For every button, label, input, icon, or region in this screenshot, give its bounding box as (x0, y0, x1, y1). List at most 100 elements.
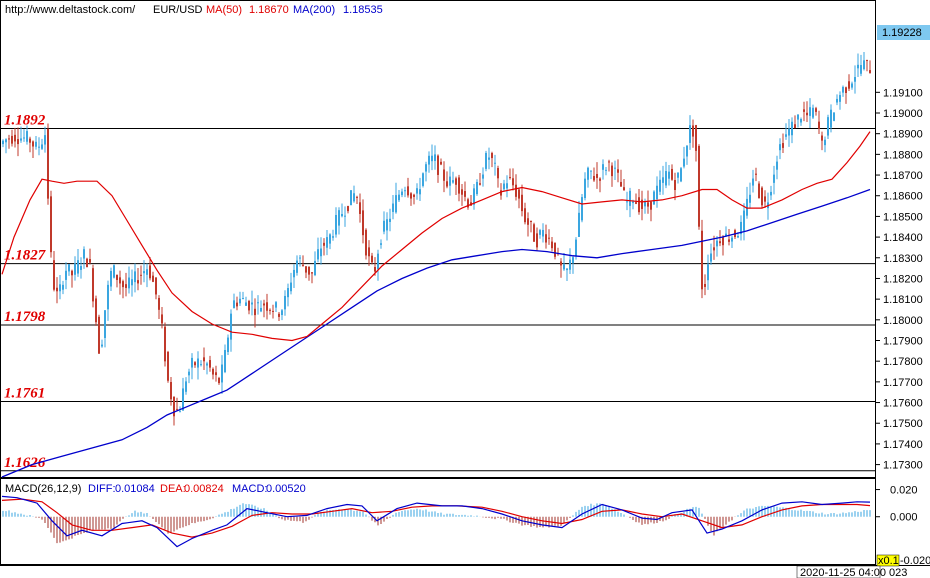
candle-body (11, 135, 13, 144)
horizontal-levels: 1.1892 1.1827 1.1798 1.1761 1.1626 (0, 113, 876, 472)
macd-hist-value: 0.00520 (266, 483, 306, 495)
candle-body (710, 253, 712, 262)
candle-body (335, 214, 337, 235)
candle-body (383, 220, 385, 232)
candle-body (182, 388, 184, 411)
time-label-box (796, 565, 881, 578)
candle-body (599, 178, 601, 181)
candle-body (47, 128, 49, 199)
candle-body (506, 183, 508, 189)
price-tick-label: 1.18600 (883, 191, 923, 203)
candle-body (500, 190, 502, 196)
candle-body (617, 169, 619, 173)
candle-body (113, 265, 115, 278)
candle-body (14, 134, 16, 142)
candle-body (269, 309, 271, 311)
candle-body (41, 144, 43, 149)
candle-body (671, 168, 673, 180)
candle-body (83, 249, 85, 259)
price-tick-label: 1.18200 (883, 273, 923, 285)
candle-body (542, 229, 544, 237)
candle-body (479, 183, 481, 185)
candle-body (836, 98, 838, 103)
candle-body (674, 180, 676, 191)
price-tick-label: 1.18500 (883, 211, 923, 223)
candle-body (680, 168, 682, 182)
candle-body (17, 139, 19, 145)
level-label: 1.1827 (4, 248, 46, 264)
candle-body (551, 241, 553, 249)
candle-body (29, 138, 31, 143)
candle-body (482, 174, 484, 179)
candle-body (101, 344, 103, 347)
macd-scale-box[interactable] (876, 554, 900, 567)
ma50-label: MA(50) (206, 4, 242, 16)
price-tick-label: 1.19100 (883, 87, 923, 99)
candle-body (758, 183, 760, 199)
price-tick-label: 1.17900 (883, 336, 923, 348)
candle-body (632, 201, 634, 203)
macd-diff-line (1, 495, 871, 548)
candle-body (659, 179, 661, 192)
candle-body (521, 194, 523, 212)
macd-dea-value: 0.00824 (184, 483, 224, 495)
candle-body (827, 117, 829, 136)
macd-panel-frame (0, 478, 876, 565)
candle-body (554, 242, 556, 257)
candle-body (563, 264, 565, 270)
candle-body (56, 287, 58, 292)
candle-body (509, 177, 511, 179)
candle-body (839, 95, 841, 102)
candle-body (503, 183, 505, 190)
ma200-line (1, 188, 871, 478)
candle-body (776, 161, 778, 170)
candle-body (191, 357, 193, 368)
candle-body (86, 258, 88, 268)
candle-body (320, 248, 322, 257)
candle-body (38, 146, 40, 148)
candle-body (743, 210, 745, 231)
candle-body (584, 178, 586, 199)
candle-body (26, 131, 28, 142)
candle-body (44, 135, 46, 145)
candle-body (332, 236, 334, 238)
candle-body (110, 270, 112, 287)
price-tick-label: 1.17600 (883, 398, 923, 410)
price-tick-label: 1.17800 (883, 356, 923, 368)
candle-body (527, 218, 529, 225)
candle-body (116, 274, 118, 280)
candle-body (290, 282, 292, 292)
current-price-label: 1.19228 (882, 27, 922, 39)
candle-body (620, 181, 622, 187)
candle-body (161, 314, 163, 324)
level-label: 1.1626 (4, 455, 46, 471)
candle-body (368, 247, 370, 257)
candle-body (149, 265, 151, 279)
candle-body (560, 261, 562, 266)
candle-body (812, 107, 814, 118)
source-url[interactable]: http://www.deltastock.com/ (5, 4, 136, 16)
candle-body (449, 176, 451, 186)
price-tick-label: 1.18100 (883, 294, 923, 306)
candle-body (788, 128, 790, 136)
candle-body (287, 288, 289, 298)
candle-body (833, 112, 835, 121)
macd-dea-label: DEA: (160, 483, 186, 495)
candle-body (596, 173, 598, 178)
candle-body (380, 243, 382, 245)
candle-body (188, 371, 190, 376)
candle-body (209, 360, 211, 368)
candle-body (770, 191, 772, 196)
candle-body (185, 381, 187, 392)
candle-body (437, 155, 439, 175)
candle-body (8, 138, 10, 140)
candle-body (689, 125, 691, 143)
candle-body (779, 144, 781, 151)
candle-body (50, 196, 52, 253)
candle-body (125, 284, 127, 288)
candle-body (515, 184, 517, 197)
candle-body (410, 193, 412, 199)
price-tick-label: 1.18400 (883, 232, 923, 244)
candle-body (74, 263, 76, 275)
